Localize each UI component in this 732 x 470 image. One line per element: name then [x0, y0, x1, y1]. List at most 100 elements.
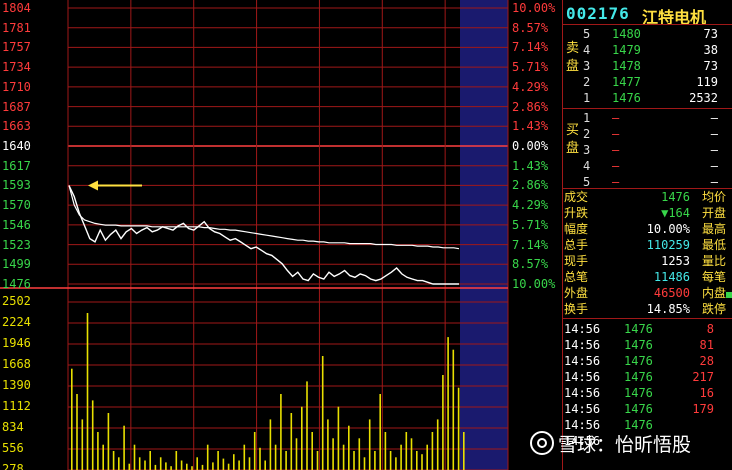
volume-bar [81, 419, 84, 470]
stat-value: 1476 [661, 190, 690, 204]
level-price: 1479 [612, 43, 641, 57]
volume-bar [400, 444, 402, 470]
volume-bar [118, 457, 120, 470]
percent-tick-label: 4.29% [512, 79, 549, 94]
tick-row[interactable]: 14:56 1476 81 [564, 338, 714, 352]
average-price-line [68, 185, 460, 250]
tick-row[interactable]: 14:56 1476 179 [564, 402, 714, 416]
stat-row: 现手 1253 量比 [564, 254, 730, 269]
volume-bar [410, 438, 413, 470]
stat-row: 总笔 11486 每笔 [564, 270, 730, 285]
stock-name: 江特电机 [642, 8, 707, 27]
percent-tick-label: 7.14% [512, 40, 549, 55]
level-price: 1478 [612, 59, 641, 73]
stat-key: 外盘 [564, 286, 589, 300]
sell-level-row[interactable]: 2 1477 119 [562, 75, 732, 89]
volume-bar [348, 425, 350, 470]
price-tick-label: 1757 [2, 40, 31, 55]
volume-tick-label: 1390 [2, 378, 31, 392]
tick-volume: 81 [699, 338, 714, 352]
volume-bar [133, 444, 136, 470]
volume-tick-label: 1112 [2, 399, 31, 413]
session-highlight [460, 0, 508, 470]
buy-level-row[interactable]: 1 — — [562, 111, 732, 125]
stat-key: 现手 [564, 254, 589, 268]
tick-time: 14:56 [564, 322, 601, 336]
sell-level-row[interactable]: 1 1476 2532 [562, 91, 732, 105]
volume-bar [337, 406, 340, 470]
stock-code: 002176 [566, 4, 630, 23]
price-tick-label: 1781 [2, 20, 31, 35]
level-volume: — [710, 127, 718, 141]
level-index: 1 [583, 111, 591, 125]
level-index: 5 [583, 175, 591, 189]
volume-bar [342, 444, 345, 470]
price-tick-label: 1617 [2, 158, 31, 173]
volume-bar [128, 463, 131, 470]
percent-tick-label: 1.43% [512, 158, 549, 173]
level-price: 1476 [612, 91, 641, 105]
volume-bar [76, 394, 78, 470]
volume-bar [436, 419, 439, 470]
sell-level-row[interactable]: 3 1478 73 [562, 59, 732, 73]
volume-bar [379, 394, 381, 470]
level-price: — [612, 111, 620, 125]
stat-key: 升跌 [564, 206, 589, 220]
arrow-head-icon [88, 180, 98, 191]
buy-level-row[interactable]: 2 — — [562, 127, 732, 141]
volume-bar [280, 394, 282, 470]
tick-price: 1476 [624, 338, 653, 352]
tick-row[interactable]: 14:56 [564, 434, 714, 448]
price-tick-label: 1734 [2, 60, 31, 75]
level-index: 4 [583, 43, 591, 57]
volume-bar [452, 349, 455, 470]
sell-level-row[interactable]: 4 1479 38 [562, 43, 732, 57]
tick-row[interactable]: 14:56 1476 [564, 418, 714, 432]
price-line [68, 185, 459, 285]
status-dot [726, 292, 732, 298]
volume-bar [180, 460, 183, 470]
price-tick-label: 1570 [2, 198, 31, 213]
tick-row[interactable]: 14:56 1476 16 [564, 386, 714, 400]
tick-price: 1476 [624, 418, 653, 432]
volume-bar [405, 432, 408, 470]
stat-value: 1253 [661, 254, 690, 268]
volume-bar [264, 460, 266, 470]
level-volume: 2532 [689, 91, 718, 105]
intraday-chart[interactable] [0, 0, 562, 470]
volume-bar [191, 466, 193, 470]
level-index: 3 [583, 143, 591, 157]
volume-bar [290, 413, 293, 470]
tick-row[interactable]: 14:56 1476 217 [564, 370, 714, 384]
price-tick-label: 1593 [2, 178, 31, 193]
buy-level-row[interactable]: 5 — — [562, 175, 732, 189]
stat-key-2: 跌停 [701, 302, 726, 316]
tick-row[interactable]: 14:56 1476 8 [564, 322, 714, 336]
volume-bar [217, 451, 219, 470]
level-volume: 73 [703, 27, 718, 41]
volume-bar [243, 444, 246, 470]
volume-bar [253, 432, 256, 470]
stat-row: 成交 1476 均价 [564, 190, 730, 205]
tick-list[interactable]: 14:56 1476 8 14:56 1476 81 14:56 1476 28 14:56 147… [562, 320, 716, 470]
percent-tick-label: 2.86% [512, 178, 549, 193]
tick-volume: 16 [699, 386, 714, 400]
level-index: 3 [583, 59, 591, 73]
divider [562, 318, 732, 319]
tick-price: 1476 [624, 370, 653, 384]
volume-bar [316, 451, 319, 470]
volume-bar [175, 451, 178, 470]
level-price: 1480 [612, 27, 641, 41]
stat-value: 46500 [653, 286, 690, 300]
buy-level-row[interactable]: 3 — — [562, 143, 732, 157]
stat-key-2: 开盘 [701, 206, 726, 220]
snowball-logo-icon [530, 431, 554, 455]
volume-bar [274, 444, 277, 470]
sell-level-row[interactable]: 5 1480 73 [562, 27, 732, 41]
level-price: — [612, 127, 620, 141]
volume-bar [426, 444, 428, 470]
tick-row[interactable]: 14:56 1476 28 [564, 354, 714, 368]
buy-level-row[interactable]: 4 — — [562, 159, 732, 173]
tick-price: 1476 [624, 402, 653, 416]
